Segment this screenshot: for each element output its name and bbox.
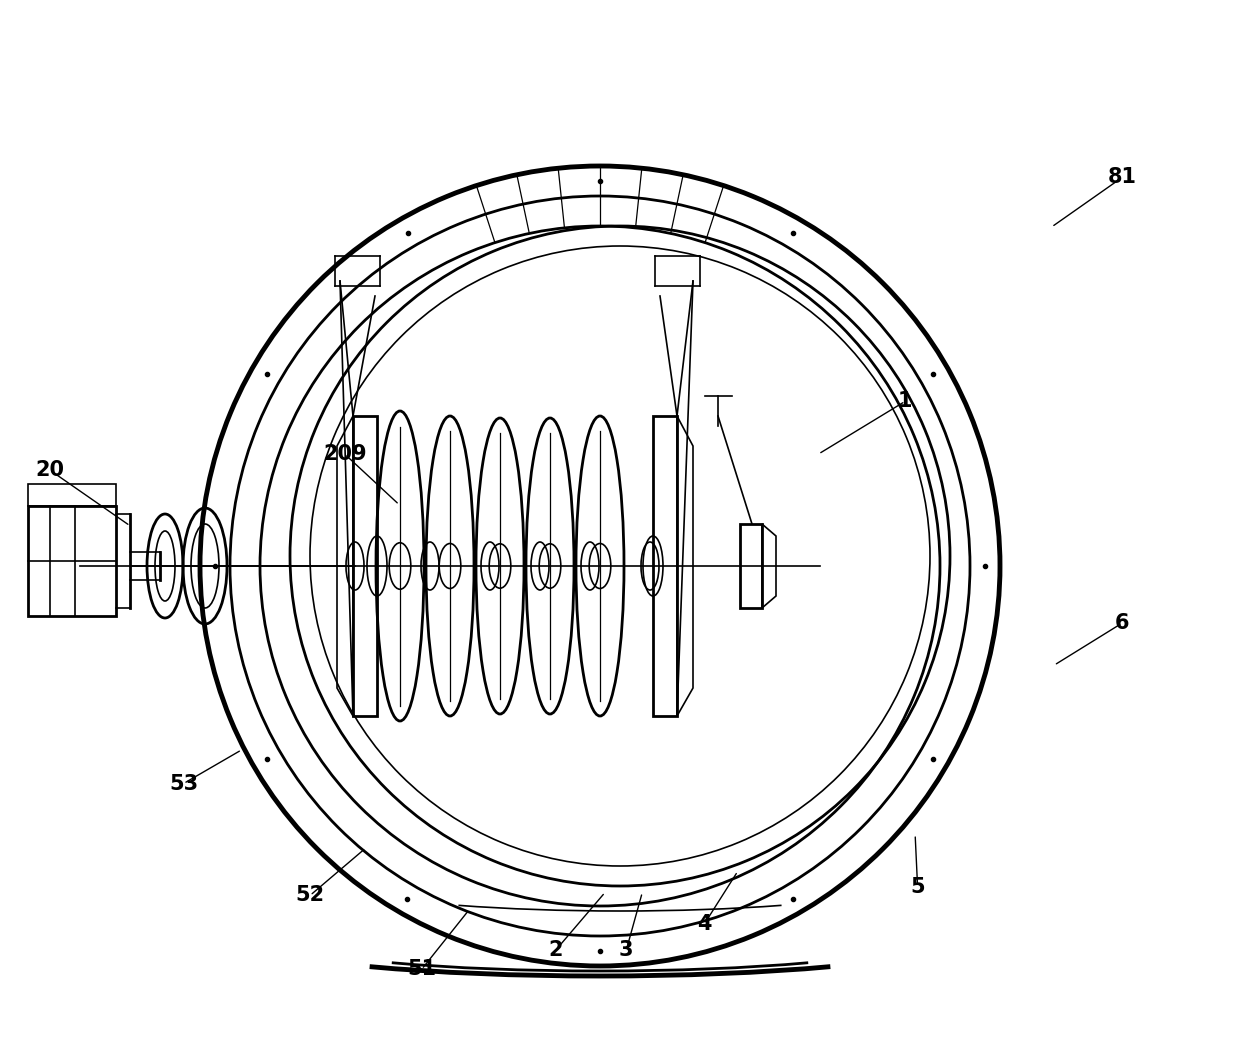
- Text: 51: 51: [407, 960, 436, 979]
- Text: 3: 3: [619, 941, 634, 960]
- Text: 4: 4: [697, 914, 712, 934]
- Text: 81: 81: [1107, 168, 1137, 187]
- Text: 6: 6: [1115, 614, 1130, 633]
- Text: 209: 209: [322, 445, 367, 464]
- Text: 53: 53: [169, 774, 198, 793]
- Text: 1: 1: [898, 392, 913, 411]
- Text: 52: 52: [295, 886, 325, 905]
- Text: 2: 2: [548, 941, 563, 960]
- Text: 20: 20: [35, 460, 64, 479]
- Text: 5: 5: [910, 878, 925, 897]
